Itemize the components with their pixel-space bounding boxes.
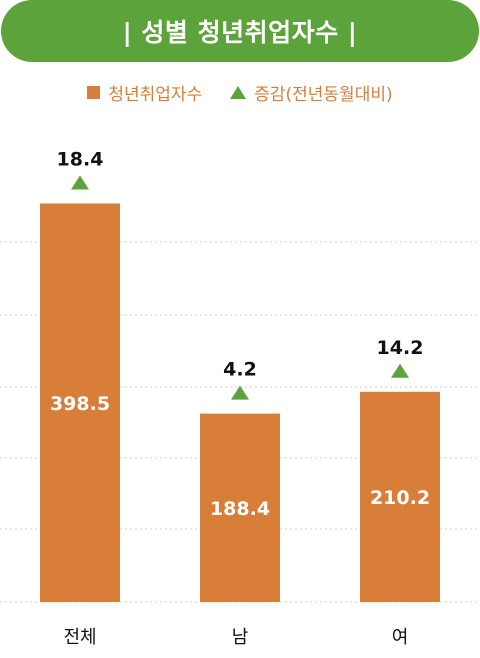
legend-label-employment: 청년취업자수 xyxy=(108,84,203,105)
category-label-1: 남 xyxy=(232,627,249,648)
change-value-label-2: 14.2 xyxy=(377,337,424,359)
bar-2 xyxy=(360,391,440,602)
legend: 청년취업자수 증감(전년동월대비) xyxy=(0,80,480,105)
category-label-2: 여 xyxy=(392,627,409,648)
change-value-label-0: 18.4 xyxy=(57,149,104,171)
title-banner: | 성별 청년취업자수 | xyxy=(1,0,479,62)
bar-1 xyxy=(200,413,280,602)
bar-value-label-2: 210.2 xyxy=(370,487,430,509)
change-up-triangle-1 xyxy=(231,385,249,400)
change-up-triangle-0 xyxy=(71,175,89,190)
legend-square-icon xyxy=(87,85,101,99)
change-up-triangle-2 xyxy=(391,363,409,378)
legend-triangle-icon xyxy=(230,85,247,99)
bar-value-label-0: 398.5 xyxy=(50,393,110,415)
change-value-label-1: 4.2 xyxy=(223,359,257,381)
chart-title: | 성별 청년취업자수 | xyxy=(122,18,358,47)
legend-item-employment: 청년취업자수 xyxy=(87,80,202,105)
legend-label-change: 증감(전년동월대비) xyxy=(254,84,393,105)
bar-value-label-1: 188.4 xyxy=(210,498,270,520)
category-label-0: 전체 xyxy=(63,627,96,648)
bar-0 xyxy=(40,203,120,602)
legend-item-change: 증감(전년동월대비) xyxy=(230,80,393,105)
